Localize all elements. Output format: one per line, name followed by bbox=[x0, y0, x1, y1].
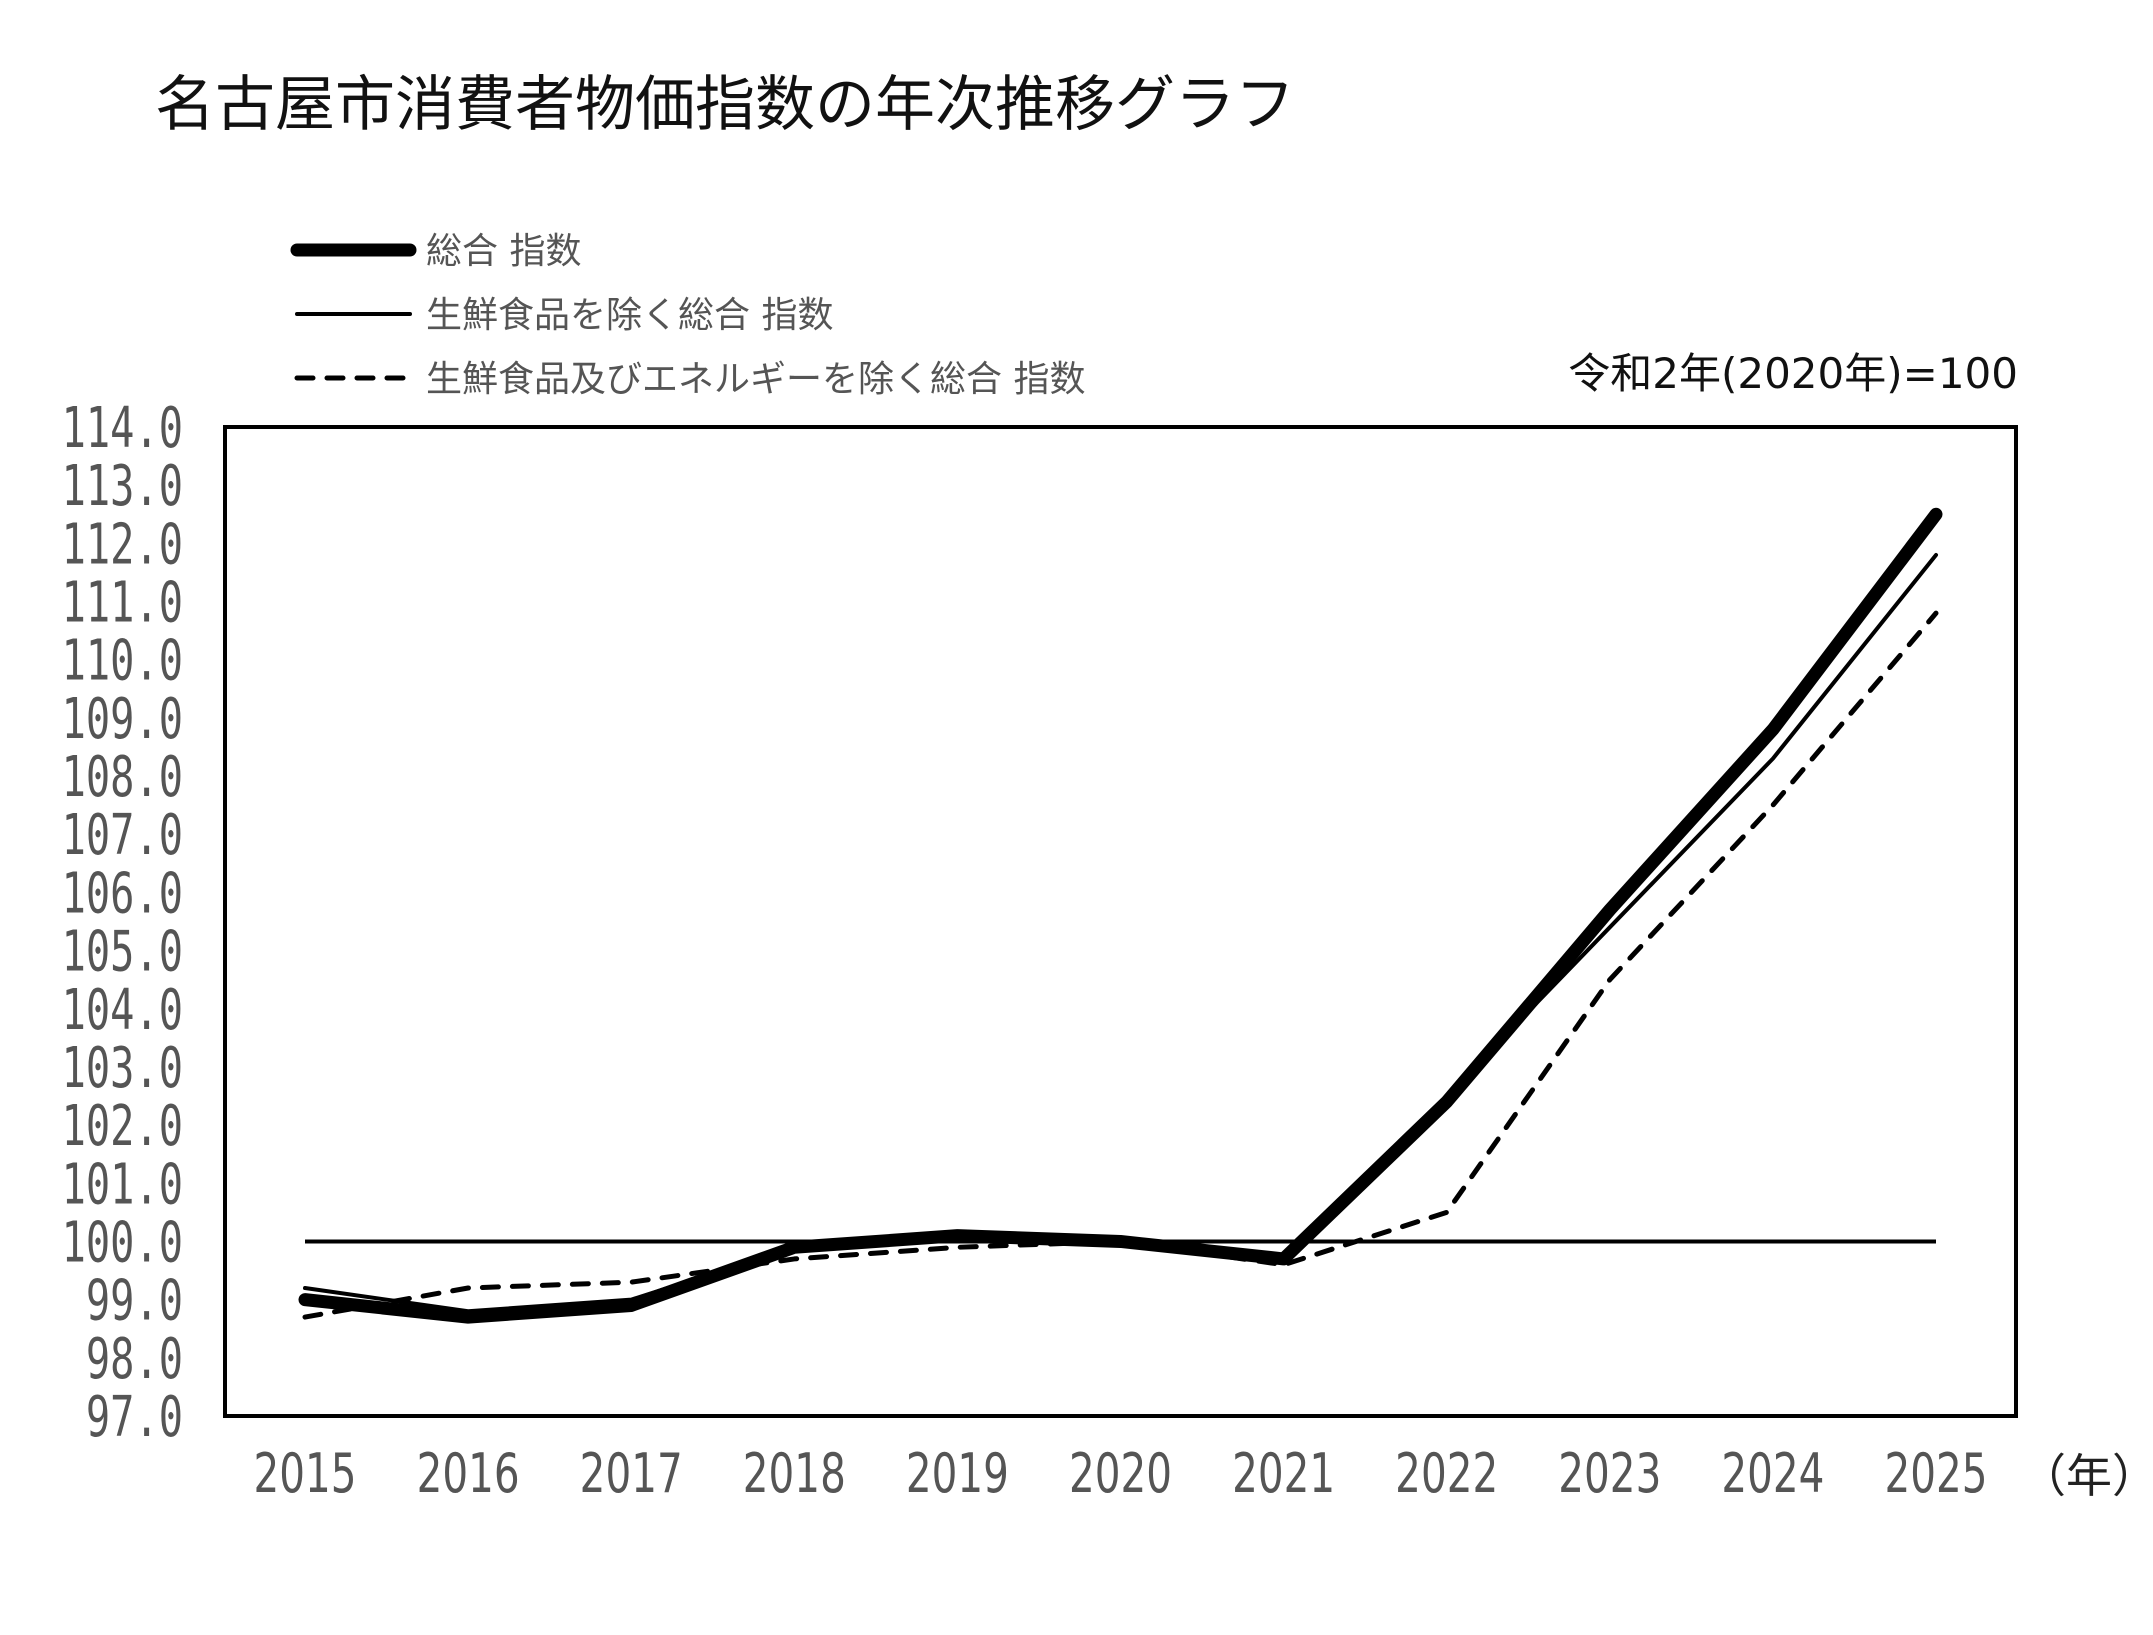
x-axis: 2015 2016 2017 2018 2019 2020 2021 2022 2023 2024… bbox=[253, 1443, 1987, 1505]
y-tick-label: 111.0 bbox=[62, 570, 183, 635]
series-line-1 bbox=[303, 552, 1938, 1314]
x-tick-label: 2017 bbox=[580, 1443, 683, 1505]
x-tick-label: 2023 bbox=[1558, 1443, 1661, 1505]
y-tick-label: 100.0 bbox=[62, 1210, 183, 1275]
series-line-0 bbox=[298, 507, 1943, 1324]
series-line-2 bbox=[302, 610, 1939, 1320]
legend-label-1: 生鮮食品を除く総合 指数 bbox=[426, 295, 833, 336]
x-tick-label: 2018 bbox=[743, 1443, 846, 1505]
legend-label-2: 生鮮食品及びエネルギーを除く総合 指数 bbox=[426, 359, 1085, 400]
x-tick-label: 2022 bbox=[1395, 1443, 1498, 1505]
y-tick-label: 109.0 bbox=[62, 686, 183, 751]
x-tick-label: 2019 bbox=[906, 1443, 1009, 1505]
y-tick-label: 103.0 bbox=[62, 1035, 183, 1100]
plot-frame bbox=[223, 425, 2018, 1418]
y-tick-label: 106.0 bbox=[62, 861, 183, 926]
y-tick-label: 102.0 bbox=[62, 1093, 183, 1158]
x-axis-unit-label: （年） bbox=[2020, 1449, 2153, 1503]
y-tick-label: 99.0 bbox=[86, 1268, 183, 1333]
y-tick-label: 105.0 bbox=[62, 919, 183, 984]
x-tick-label: 2021 bbox=[1232, 1443, 1335, 1505]
y-tick-label: 113.0 bbox=[62, 454, 183, 519]
y-tick-label: 114.0 bbox=[62, 395, 183, 460]
x-tick-label: 2016 bbox=[417, 1443, 520, 1505]
y-tick-label: 104.0 bbox=[62, 977, 183, 1042]
y-tick-label: 97.0 bbox=[86, 1384, 183, 1449]
y-tick-label: 107.0 bbox=[62, 803, 183, 868]
base-year-annotation: 令和2年(2020年)=100 bbox=[1568, 349, 2018, 398]
plot-area bbox=[223, 425, 2018, 1418]
y-axis: 114.0113.0112.0111.0110.0109.0108.0107.0… bbox=[62, 395, 183, 1449]
x-tick-label: 2025 bbox=[1884, 1443, 1987, 1505]
y-tick-label: 98.0 bbox=[86, 1326, 183, 1391]
legend-label-0: 総合 指数 bbox=[426, 231, 581, 272]
chart-title: 名古屋市消費者物価指数の年次推移グラフ bbox=[155, 70, 1295, 140]
y-tick-label: 112.0 bbox=[62, 512, 183, 577]
x-tick-label: 2024 bbox=[1721, 1443, 1824, 1505]
y-tick-label: 108.0 bbox=[62, 744, 183, 809]
y-tick-label: 101.0 bbox=[62, 1152, 183, 1217]
x-tick-label: 2015 bbox=[253, 1443, 356, 1505]
x-tick-label: 2020 bbox=[1069, 1443, 1172, 1505]
y-tick-label: 110.0 bbox=[62, 628, 183, 693]
